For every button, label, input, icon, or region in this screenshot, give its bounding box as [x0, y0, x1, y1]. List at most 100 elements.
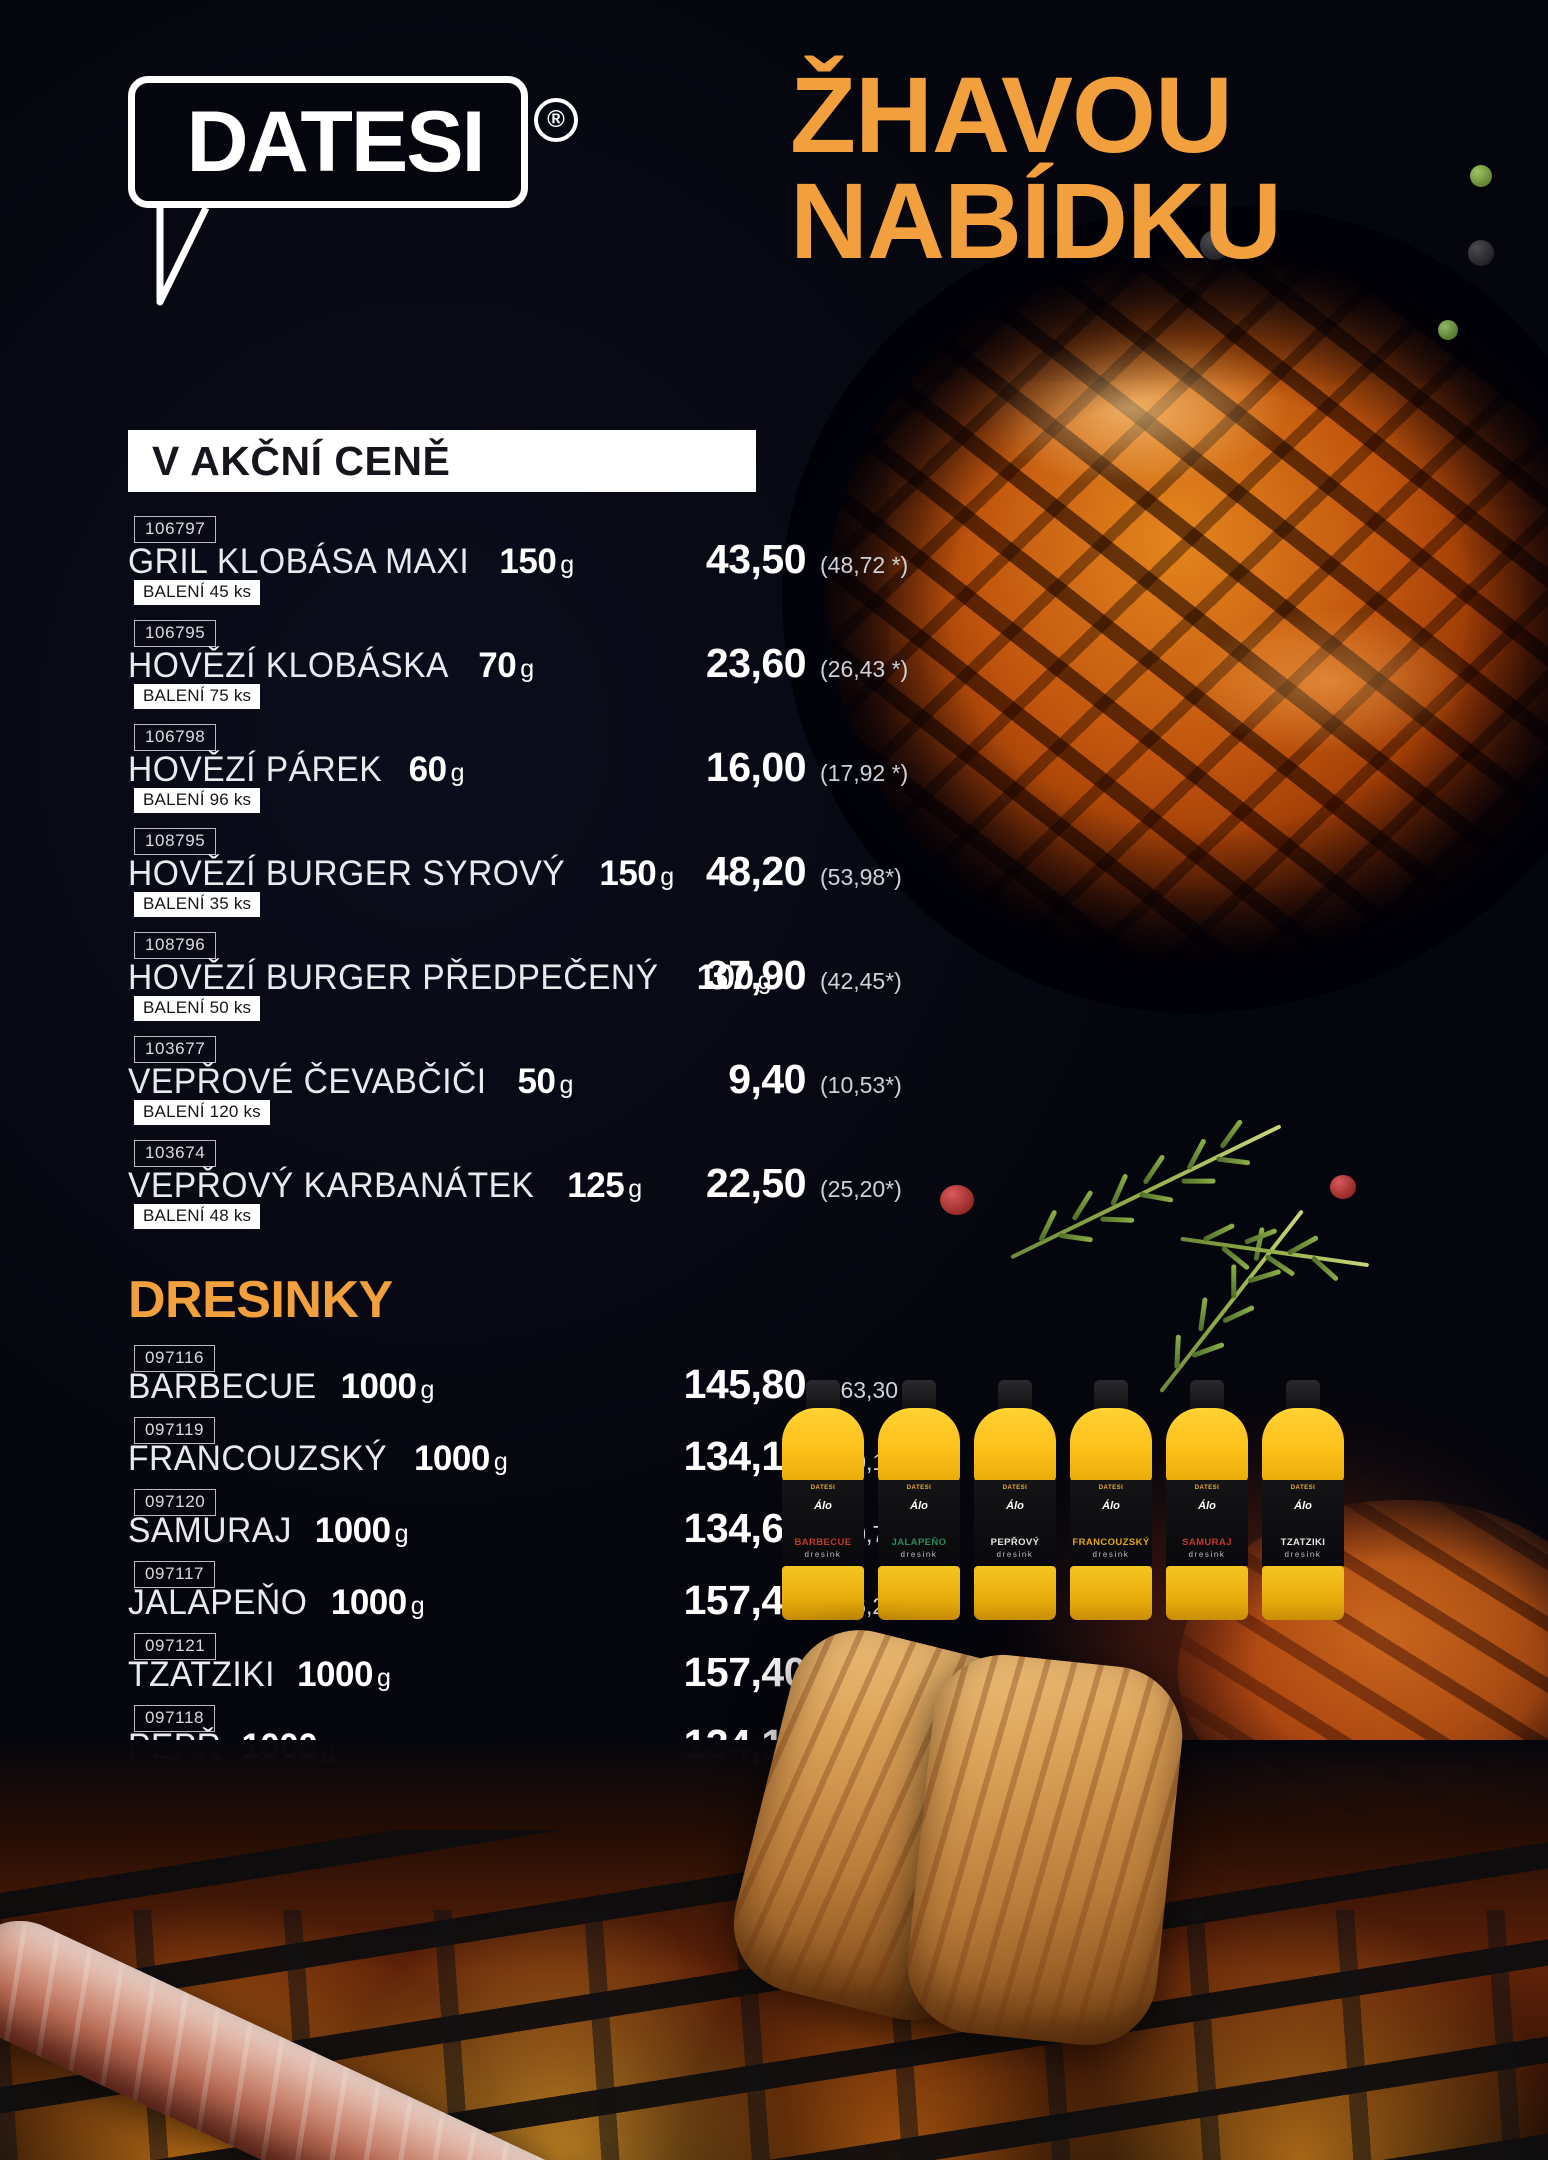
bottle-flavour-name: JALAPEŇO — [891, 1536, 947, 1548]
datesi-logo: DATESI ® — [128, 76, 578, 306]
price-block: 22,50 (25,20*) — [656, 1160, 902, 1207]
price-with-vat: (53,98*) — [820, 864, 902, 890]
price-block: 9,40 (10,53*) — [656, 1056, 902, 1103]
dressing-bottle: DATESI Álo BARBECUE dresink — [782, 1380, 864, 1620]
product-weight-unit: g — [420, 1376, 435, 1404]
bottle-cap — [806, 1380, 840, 1412]
product-row: 106797 GRIL KLOBÁSA MAXI 150 g BALENÍ 45 ks 4… — [128, 516, 908, 620]
product-row: 108795 HOVĚZÍ BURGER SYROVÝ 150 g BALENÍ 35 … — [128, 828, 902, 932]
product-code: 106797 — [134, 516, 217, 543]
product-name: GRIL KLOBÁSA MAXI — [128, 542, 470, 581]
product-weight: 1000 — [330, 1583, 407, 1622]
price-block: 48,20 (53,98*) — [656, 848, 902, 895]
product-row: 097116 BARBECUE 1000 g 145,80 (163,30 *) — [128, 1345, 921, 1417]
product-weight: 100 — [696, 958, 754, 997]
bottle-label: DATESI Álo JALAPEŇO dresink — [878, 1480, 960, 1566]
product-name: VEPŘOVÉ ČEVABČIČI — [128, 1062, 487, 1101]
price-main: 23,60 — [705, 640, 807, 686]
bottle-brand-chip: DATESI — [810, 1485, 836, 1491]
flyer-header: DATESI ® ŽHAVOU NABÍDKU — [0, 0, 1548, 306]
price-with-vat: (17,92 *) — [820, 760, 909, 786]
headline-line-2: NABÍDKU — [790, 159, 1282, 281]
product-weight-unit: g — [376, 1664, 391, 1692]
bottle-cap — [1094, 1380, 1128, 1412]
price-with-vat: (26,43 *) — [820, 656, 909, 682]
bottle-shoulder — [1070, 1408, 1152, 1484]
product-list-akcni: 106797 GRIL KLOBÁSA MAXI 150 g BALENÍ 45 ks 4… — [128, 516, 908, 1244]
bottle-shoulder — [1166, 1408, 1248, 1484]
cevapcici-photo — [900, 1647, 1190, 2053]
bottle-flavour-name: SAMURAJ — [1182, 1536, 1232, 1548]
berry-icon — [1330, 1175, 1356, 1199]
bottle-brand-chip: DATESI — [1002, 1485, 1028, 1491]
bottle-label: DATESI Álo BARBECUE dresink — [782, 1480, 864, 1566]
bottle-label: DATESI Álo PEPŘOVÝ dresink — [974, 1480, 1056, 1566]
alo-kuchta-logo-icon: Álo — [910, 1500, 928, 1512]
product-name-line: JALAPEŇO 1000 g — [128, 1583, 425, 1623]
product-code: 103677 — [134, 1036, 217, 1063]
section-title-text: DRESINKY — [128, 1271, 393, 1329]
packaging-badge: BALENÍ 35 ks — [134, 892, 261, 917]
price-block: 23,60 (26,43 *) — [656, 640, 908, 687]
product-weight: 70 — [478, 646, 517, 685]
product-name-line: FRANCOUZSKÝ 1000 g — [128, 1439, 508, 1479]
alo-kuchta-logo-icon: Álo — [1006, 1500, 1024, 1512]
bottle-subtitle: dresink — [804, 1550, 842, 1559]
price-block: 145,80 (163,30 *) — [656, 1361, 921, 1408]
product-weight-unit: g — [628, 1175, 643, 1203]
price-with-vat: (42,45*) — [820, 968, 902, 994]
product-weight-unit: g — [321, 1736, 336, 1764]
bottle-label: DATESI Álo SAMURAJ dresink — [1166, 1480, 1248, 1566]
logo-speech-tail-icon — [156, 204, 210, 306]
product-name: FRANCOUZSKÝ — [128, 1439, 388, 1478]
price-with-vat: (150,19 *) — [820, 1737, 922, 1763]
product-name: VEPŘOVÝ KARBANÁTEK — [128, 1166, 535, 1205]
price-block: 37,90 (42,45*) — [656, 952, 902, 999]
product-row: 108796 HOVĚZÍ BURGER PŘEDPEČENÝ 100 g BALENÍ… — [128, 932, 902, 1036]
product-code: 097116 — [134, 1345, 216, 1372]
price-main: 37,90 — [705, 952, 807, 998]
page-title: ŽHAVOU NABÍDKU — [790, 54, 1490, 281]
bottle-label: DATESI Álo FRANCOUZSKÝ dresink — [1070, 1480, 1152, 1566]
bottle-subtitle: dresink — [996, 1550, 1034, 1559]
bottle-label: DATESI Álo TZATZIKI dresink — [1262, 1480, 1344, 1566]
logo-wordmark: DATESI — [186, 93, 486, 190]
bottle-body — [974, 1566, 1056, 1620]
bottle-cap — [998, 1380, 1032, 1412]
product-row: 106795 HOVĚZÍ KLOBÁSKA 70 g BALENÍ 75 ks 23,6… — [128, 620, 908, 724]
product-weight-unit: g — [394, 1520, 409, 1548]
product-weight-unit: g — [660, 863, 675, 891]
alo-kuchta-logo-icon: Álo — [1102, 1500, 1120, 1512]
product-code: 097119 — [134, 1417, 216, 1444]
packaging-badge: BALENÍ 120 ks — [134, 1100, 270, 1125]
bottle-body — [1262, 1566, 1344, 1620]
product-row: 103677 VEPŘOVÉ ČEVABČIČI 50 g BALENÍ 120 ks 9… — [128, 1036, 902, 1140]
price-main: 134,10 — [683, 1721, 807, 1767]
bottle-shoulder — [878, 1408, 960, 1484]
bottle-cap — [1286, 1380, 1320, 1412]
bottle-subtitle: dresink — [1284, 1550, 1322, 1559]
product-name-line: BARBECUE 1000 g — [128, 1367, 434, 1407]
price-with-vat: (48,72 *) — [820, 552, 909, 578]
product-code: 106798 — [134, 724, 217, 751]
product-name-line: HOVĚZÍ BURGER PŘEDPEČENÝ 100 g — [128, 958, 771, 998]
bottle-cap — [902, 1380, 936, 1412]
price-block: 43,50 (48,72 *) — [656, 536, 908, 583]
bottle-subtitle: dresink — [900, 1550, 938, 1559]
bottle-flavour-name: BARBECUE — [794, 1536, 852, 1548]
bottle-brand-chip: DATESI — [1290, 1485, 1316, 1491]
packaging-badge: BALENÍ 96 ks — [134, 788, 261, 813]
headline-line-1: ŽHAVOU — [790, 54, 1233, 175]
bottle-shoulder — [782, 1408, 864, 1484]
bottle-body — [1070, 1566, 1152, 1620]
product-name: PEPŘ — [128, 1727, 222, 1766]
product-name: HOVĚZÍ BURGER PŘEDPEČENÝ — [128, 958, 659, 997]
product-code: 103674 — [134, 1140, 217, 1167]
product-code: 106795 — [134, 620, 217, 647]
product-name-line: VEPŘOVÝ KARBANÁTEK 125 g — [128, 1166, 642, 1206]
dressing-bottle: DATESI Álo SAMURAJ dresink — [1166, 1380, 1248, 1620]
dressing-bottle: DATESI Álo TZATZIKI dresink — [1262, 1380, 1344, 1620]
product-weight: 1000 — [297, 1655, 373, 1694]
product-name: HOVĚZÍ BURGER SYROVÝ — [128, 854, 566, 893]
